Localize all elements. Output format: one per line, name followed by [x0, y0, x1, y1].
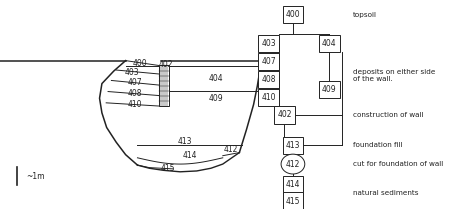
Bar [283, 176, 303, 193]
Text: cut for foundation of wall: cut for foundation of wall [353, 161, 443, 167]
Bar [283, 192, 303, 209]
Text: 403: 403 [125, 68, 139, 77]
Bar [319, 81, 340, 98]
Text: foundation fill: foundation fill [353, 142, 402, 148]
Bar [283, 6, 303, 23]
Text: deposits on either side
of the wall.: deposits on either side of the wall. [353, 69, 436, 82]
Text: 412: 412 [286, 159, 300, 169]
Text: ~1m: ~1m [26, 172, 45, 181]
Text: construction of wall: construction of wall [353, 112, 424, 118]
Text: 410: 410 [128, 100, 142, 109]
Text: 413: 413 [178, 137, 192, 146]
Text: topsoil: topsoil [353, 12, 377, 18]
Text: natural sediments: natural sediments [353, 190, 419, 196]
Text: 400: 400 [286, 10, 300, 19]
Text: 402: 402 [158, 60, 173, 69]
Text: 412: 412 [224, 145, 238, 154]
Text: 402: 402 [277, 110, 292, 120]
Text: 409: 409 [209, 94, 223, 103]
Text: 404: 404 [209, 74, 223, 83]
Text: 415: 415 [286, 196, 300, 206]
Bar [283, 137, 303, 154]
Bar [159, 65, 169, 106]
Text: 403: 403 [262, 39, 276, 48]
Text: 408: 408 [262, 75, 276, 84]
Text: 407: 407 [262, 57, 276, 66]
Text: 400: 400 [133, 59, 147, 68]
Bar [258, 35, 279, 52]
Bar [319, 35, 340, 52]
Text: 413: 413 [286, 141, 300, 150]
Text: 414: 414 [182, 150, 197, 160]
Text: 410: 410 [262, 93, 276, 102]
Ellipse shape [281, 154, 305, 174]
Bar [258, 71, 279, 88]
Text: 407: 407 [128, 78, 142, 87]
Text: 415: 415 [161, 164, 175, 173]
Text: 408: 408 [128, 89, 142, 98]
Bar [274, 106, 295, 124]
Bar [258, 53, 279, 70]
Text: 414: 414 [286, 180, 300, 189]
Text: 409: 409 [322, 85, 337, 94]
Text: 404: 404 [322, 39, 337, 48]
Bar [258, 89, 279, 106]
